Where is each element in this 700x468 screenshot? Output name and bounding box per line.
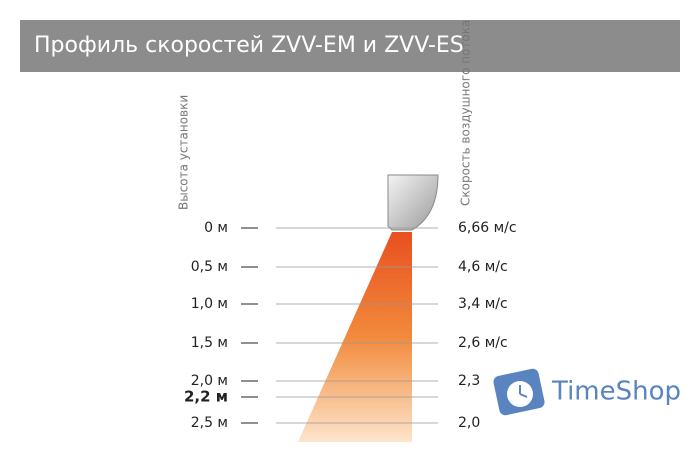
speed-label: 2,0 — [458, 415, 480, 431]
header-bar — [20, 20, 680, 72]
speed-label: 4,6 м/с — [458, 259, 508, 275]
height-label: 1,5 м — [191, 335, 228, 351]
height-label: 2,2 м — [184, 388, 228, 406]
watermark-logo: TimeShop — [493, 368, 681, 416]
height-label: 0,5 м — [191, 259, 228, 275]
air-cone — [298, 232, 412, 442]
header-title: Профиль скоростей ZVV-EM и ZVV-ES — [34, 33, 464, 58]
height-label: 0 м — [204, 220, 228, 236]
device — [387, 174, 439, 231]
left-label: Высота установки — [177, 95, 191, 210]
height-label: 2,0 м — [191, 373, 228, 389]
watermark-text: TimeShop — [551, 377, 681, 407]
height-label: 2,5 м — [191, 415, 228, 431]
height-label: 1,0 м — [191, 296, 228, 312]
speed-label: 3,4 м/с — [458, 296, 508, 312]
speed-label: 2,6 м/с — [458, 335, 508, 351]
right-label: Скорость воздушного потока — [459, 20, 473, 206]
speed-label: 6,66 м/с — [458, 220, 517, 236]
speed-label: 2,3 — [458, 373, 480, 389]
rows: 0 м 6,66 м/с 0,5 м 4,6 м/с 1,0 м 3,4 м/с 1,5 м… — [184, 220, 517, 431]
